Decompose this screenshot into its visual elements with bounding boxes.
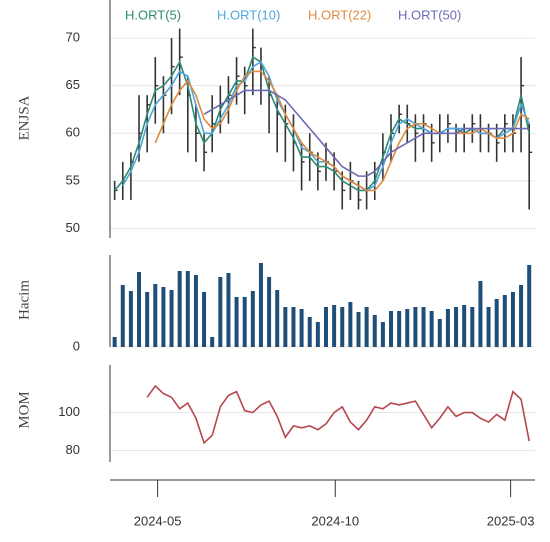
volume-bar <box>258 263 263 347</box>
volume-bar <box>486 307 491 347</box>
y-tick-label: 80 <box>66 442 80 457</box>
volume-bar <box>112 337 117 347</box>
volume-bar <box>210 337 215 347</box>
volume-bar <box>185 271 190 347</box>
volume-bar <box>226 273 231 347</box>
volume-bar <box>202 292 207 347</box>
volume-bar <box>510 292 515 347</box>
y-tick-label: 65 <box>66 77 80 92</box>
volume-bar <box>389 311 394 347</box>
y-axis-label: Hacim <box>16 280 32 320</box>
volume-bar <box>145 292 150 347</box>
volume-bar <box>421 307 426 347</box>
volume-bar <box>137 272 142 347</box>
volume-bar <box>161 287 166 347</box>
volume-bar <box>267 277 272 347</box>
volume-bar <box>380 322 385 347</box>
y-tick-label: 0 <box>73 338 80 353</box>
volume-bar <box>275 290 280 347</box>
volume-bar <box>307 317 312 347</box>
volume-bar <box>340 307 345 347</box>
volume-bar <box>356 312 361 347</box>
legend-label: H.ORT(5) <box>125 7 181 22</box>
moving-average-line <box>203 89 530 177</box>
volume-bar <box>445 309 450 347</box>
moving-average-line <box>154 70 530 192</box>
volume-bar <box>364 307 369 347</box>
y-tick-label: 100 <box>58 404 80 419</box>
volume-bar <box>291 307 296 347</box>
volume-bar <box>120 285 125 347</box>
volume-bar <box>470 307 475 347</box>
volume-bar <box>332 305 337 347</box>
volume-bar <box>169 290 174 347</box>
volume-bar <box>234 297 239 347</box>
y-axis-label: MOM <box>16 391 32 429</box>
volume-bar <box>299 309 304 347</box>
x-tick-label: 2024-10 <box>311 513 359 528</box>
volume-bar <box>494 299 499 347</box>
volume-bar <box>519 285 524 347</box>
volume-bar <box>437 319 442 347</box>
volume-bar <box>405 309 410 347</box>
volume-bar <box>454 307 459 347</box>
y-axis-label: ENJSA <box>16 95 32 140</box>
volume-bar <box>478 281 483 347</box>
volume-bar <box>177 271 182 347</box>
y-tick-label: 70 <box>66 30 80 45</box>
legend-label: H.ORT(50) <box>398 7 461 22</box>
volume-bar <box>315 322 320 347</box>
volume-bar <box>527 265 532 347</box>
volume-bar <box>348 302 353 347</box>
volume-bar <box>372 315 377 347</box>
volume-bar <box>128 291 133 347</box>
legend-label: H.ORT(22) <box>308 7 371 22</box>
volume-bar <box>462 305 467 347</box>
y-tick-label: 50 <box>66 220 80 235</box>
volume-bar <box>323 307 328 347</box>
volume-bar <box>413 307 418 347</box>
volume-bar <box>397 311 402 347</box>
momentum-line <box>146 384 530 445</box>
volume-bar <box>283 307 288 347</box>
volume-bar <box>193 275 198 347</box>
x-tick-label: 2025-03 <box>487 513 535 528</box>
volume-bar <box>429 311 434 347</box>
y-tick-label: 55 <box>66 172 80 187</box>
volume-bar <box>242 297 247 347</box>
volume-bar <box>153 284 158 347</box>
y-tick-label: 60 <box>66 125 80 140</box>
x-tick-label: 2024-05 <box>134 513 182 528</box>
volume-bar <box>502 295 507 347</box>
volume-bar <box>250 291 255 347</box>
legend-label: H.ORT(10) <box>217 7 280 22</box>
volume-bar <box>218 277 223 347</box>
